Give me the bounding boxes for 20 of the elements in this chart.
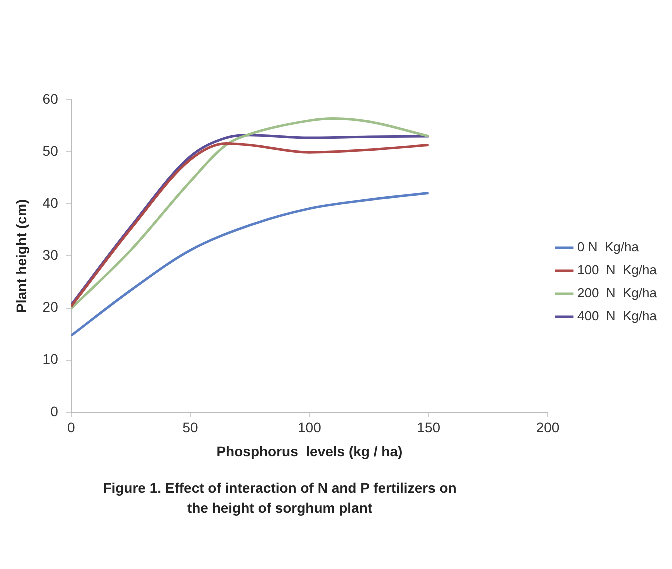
caption: Figure 1. Effect of interaction of N and P fertilizers on the height of sorghum plant — [102, 479, 458, 518]
y-tick-label: 30 — [42, 247, 59, 264]
x-tick-label: 0 — [67, 420, 76, 436]
x-tick-label: 150 — [417, 420, 441, 436]
y-tick-label: 60 — [42, 90, 59, 107]
legend-label: 200 N Kg/ha — [578, 286, 658, 301]
y-tick-label: 20 — [42, 299, 59, 316]
y-tick-label: 0 — [50, 403, 59, 420]
y-tick-label: 40 — [42, 194, 59, 211]
y-axis-title: Plant height (cm) — [13, 199, 30, 313]
legend-label: 100 N Kg/ha — [578, 262, 658, 278]
y-tick-label: 50 — [42, 142, 59, 159]
x-axis-title: Phosphorus levels (kg / ha) — [216, 443, 403, 460]
y-tick-label: 10 — [42, 351, 59, 368]
x-tick-label: 200 — [536, 420, 560, 436]
x-tick-label: 100 — [298, 420, 322, 436]
legend-label: 0 N Kg/ha — [578, 240, 640, 255]
line-series — [71, 192, 430, 338]
legend-label: 400 N Kg/ha — [578, 308, 658, 324]
x-tick-label: 50 — [182, 420, 199, 436]
